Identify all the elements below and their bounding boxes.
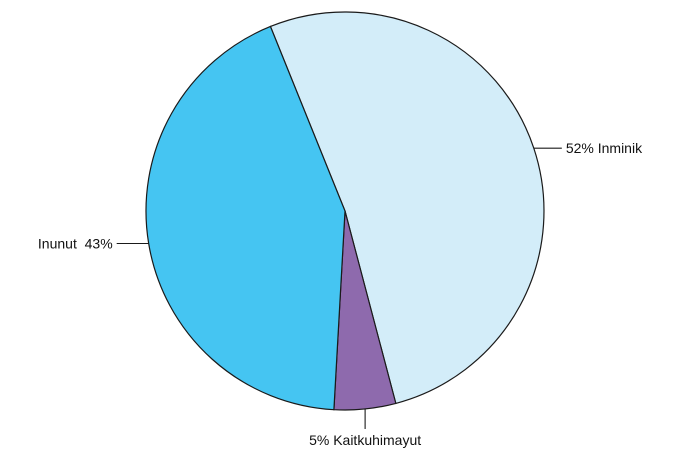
slice-label: Inunut 43%: [38, 236, 113, 252]
leader-lines: [116, 147, 562, 429]
pie-slices: [145, 11, 545, 411]
slice-labels: 52% Inminik 5% Kaitkuhimayut Inunut 43%: [38, 140, 643, 448]
slice-label: 52% Inminik: [566, 140, 643, 156]
slice-label: 5% Kaitkuhimayut: [309, 432, 421, 448]
pie-slice: [269, 11, 545, 405]
